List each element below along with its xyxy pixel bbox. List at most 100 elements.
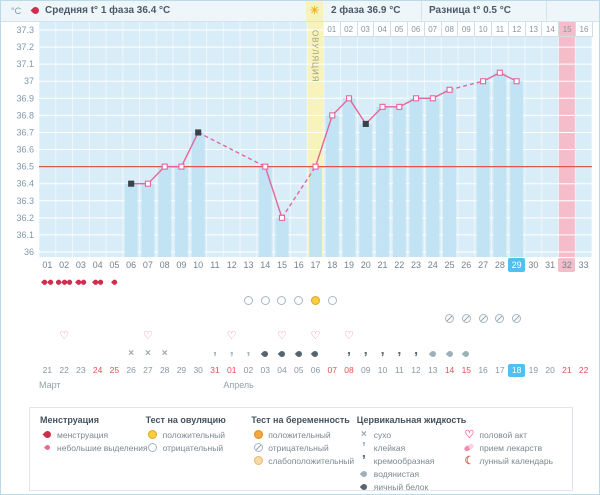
row-cervical-cell[interactable]: [274, 345, 291, 363]
row-menstruation-cell[interactable]: [458, 273, 475, 291]
row-ovulation-tests-cell[interactable]: [73, 291, 90, 309]
row-menstruation-cell[interactable]: [173, 273, 190, 291]
row-cervical-cell[interactable]: [575, 345, 592, 363]
row-cervical-cell[interactable]: [441, 345, 458, 363]
cycle-day-cell[interactable]: 23: [411, 260, 422, 270]
calendar-date-cell[interactable]: 27: [143, 364, 153, 375]
row-ovulation-tests-cell[interactable]: [558, 291, 575, 309]
row-menstruation-cell[interactable]: [508, 273, 525, 291]
cycle-day-cell[interactable]: 06: [126, 260, 137, 270]
row-menstruation-cell[interactable]: [240, 273, 257, 291]
temp-marker-day-28[interactable]: [496, 69, 503, 76]
row-pregnancy-tests-cell[interactable]: [140, 309, 157, 327]
temp-marker-day-29[interactable]: [513, 78, 520, 85]
row-cervical-cell[interactable]: ’: [408, 345, 425, 364]
row-menstruation-cell[interactable]: [39, 273, 56, 291]
row-ovulation-tests-cell[interactable]: [508, 291, 525, 309]
row-menstruation-cell[interactable]: [341, 273, 358, 291]
row-menstruation-cell[interactable]: [475, 273, 492, 291]
row-pregnancy-tests-cell[interactable]: [475, 309, 492, 327]
row-intercourse-cell[interactable]: [73, 327, 90, 345]
row-menstruation-cell[interactable]: [257, 273, 274, 291]
row-pregnancy-tests-cell[interactable]: [156, 309, 173, 327]
row-cervical-cell[interactable]: ’: [357, 345, 374, 364]
row-intercourse-cell[interactable]: ♡: [274, 327, 291, 345]
row-intercourse-cell[interactable]: [424, 327, 441, 345]
row-cervical-cell[interactable]: ’: [223, 345, 240, 364]
calendar-date-cell[interactable]: 05: [294, 364, 304, 375]
calendar-date-cell[interactable]: 13: [428, 364, 438, 375]
row-intercourse-cell[interactable]: [123, 327, 140, 345]
calendar-date-cell[interactable]: 29: [176, 364, 187, 375]
row-menstruation-cell[interactable]: [408, 273, 425, 291]
cycle-day-cell[interactable]: 20: [360, 260, 371, 270]
row-ovulation-tests-cell[interactable]: [575, 291, 592, 309]
row-cervical-cell[interactable]: ×: [123, 345, 140, 363]
cycle-day-cell[interactable]: 25: [444, 260, 455, 270]
row-intercourse-cell[interactable]: [39, 327, 56, 345]
calendar-date-cell[interactable]: 22: [578, 364, 589, 375]
calendar-date-cell[interactable]: 02: [243, 364, 254, 375]
row-cervical-cell[interactable]: [106, 345, 123, 363]
temp-marker-day-18[interactable]: [329, 112, 336, 119]
row-pregnancy-tests-cell[interactable]: [575, 309, 592, 327]
cycle-day-cell[interactable]: 29: [508, 258, 525, 272]
cycle-day-cell[interactable]: 08: [159, 260, 170, 270]
calendar-date-cell[interactable]: 22: [59, 364, 69, 375]
row-intercourse-cell[interactable]: [207, 327, 224, 345]
row-ovulation-tests-cell[interactable]: [290, 291, 307, 309]
cycle-day-cell[interactable]: 28: [494, 260, 505, 270]
calendar-date-cell[interactable]: 07: [327, 364, 337, 375]
calendar-date-cell[interactable]: 15: [461, 364, 472, 375]
cycle-day-cell[interactable]: 05: [109, 260, 120, 270]
row-menstruation-cell[interactable]: [491, 273, 508, 291]
row-intercourse-cell[interactable]: ♡: [56, 327, 73, 345]
temp-marker-day-14[interactable]: [262, 163, 269, 170]
calendar-date-cell[interactable]: 21: [42, 364, 53, 375]
row-pregnancy-tests-cell[interactable]: [408, 309, 425, 327]
row-cervical-cell[interactable]: [542, 345, 559, 363]
cycle-day-cell[interactable]: 07: [142, 260, 153, 270]
row-intercourse-cell[interactable]: [156, 327, 173, 345]
row-intercourse-cell[interactable]: [441, 327, 458, 345]
row-menstruation-cell[interactable]: [207, 273, 224, 291]
row-cervical-cell[interactable]: ’: [341, 345, 358, 364]
row-menstruation-cell[interactable]: [190, 273, 207, 291]
cycle-day-cell[interactable]: 14: [260, 260, 271, 270]
row-intercourse-cell[interactable]: [408, 327, 425, 345]
calendar-date-cell[interactable]: 12: [411, 364, 421, 375]
row-cervical-cell[interactable]: [324, 345, 341, 363]
row-pregnancy-tests-cell[interactable]: [173, 309, 190, 327]
row-intercourse-cell[interactable]: [374, 327, 391, 345]
row-ovulation-tests-cell[interactable]: [374, 291, 391, 309]
temp-marker-day-22[interactable]: [396, 103, 403, 110]
row-pregnancy-tests-cell[interactable]: [240, 309, 257, 327]
row-ovulation-tests-cell[interactable]: [156, 291, 173, 309]
temp-marker-day-9[interactable]: [178, 163, 185, 170]
temp-marker-day-19[interactable]: [345, 95, 353, 102]
temp-marker-day-24[interactable]: [429, 95, 436, 102]
row-ovulation-tests-cell[interactable]: [307, 291, 324, 309]
calendar-date-cell[interactable]: 06: [310, 364, 321, 375]
temp-marker-day-15[interactable]: [278, 214, 286, 221]
calendar-date-cell[interactable]: 28: [159, 364, 170, 375]
temp-marker-day-25[interactable]: [446, 86, 453, 93]
row-menstruation-cell[interactable]: [542, 273, 559, 291]
calendar-date-cell[interactable]: 24: [92, 364, 103, 375]
row-pregnancy-tests-cell[interactable]: [89, 309, 106, 327]
row-menstruation-cell[interactable]: [424, 273, 441, 291]
row-cervical-cell[interactable]: [458, 345, 475, 363]
calendar-date-cell[interactable]: 30: [193, 364, 203, 375]
row-intercourse-cell[interactable]: [173, 327, 190, 345]
row-pregnancy-tests-cell[interactable]: [223, 309, 240, 327]
calendar-date-cell[interactable]: 16: [478, 364, 488, 375]
row-ovulation-tests-cell[interactable]: [341, 291, 358, 309]
cycle-day-cell[interactable]: 22: [394, 260, 405, 270]
row-pregnancy-tests-cell[interactable]: [290, 309, 307, 327]
row-intercourse-cell[interactable]: [558, 327, 575, 345]
cycle-day-cell[interactable]: 33: [578, 260, 589, 270]
calendar-date-cell[interactable]: 31: [210, 364, 220, 375]
cycle-day-cell[interactable]: 04: [92, 260, 103, 270]
temp-marker-day-6[interactable]: [128, 180, 135, 187]
calendar-date-cell[interactable]: 04: [277, 364, 287, 375]
